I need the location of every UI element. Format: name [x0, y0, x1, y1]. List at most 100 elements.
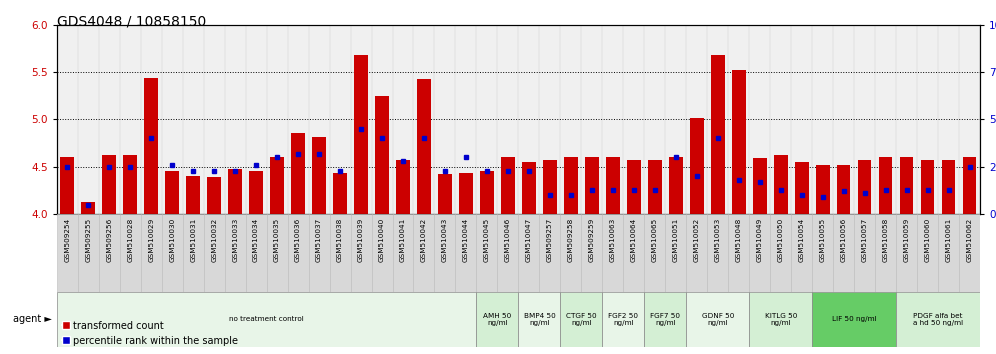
Bar: [267, 214, 288, 292]
Bar: [938, 214, 959, 292]
Text: GSM510052: GSM510052: [694, 218, 700, 262]
Text: GSM510044: GSM510044: [463, 218, 469, 262]
Text: GSM510051: GSM510051: [672, 218, 679, 262]
Text: GSM510042: GSM510042: [421, 218, 427, 262]
Text: GSM510053: GSM510053: [715, 218, 721, 262]
Bar: [351, 214, 372, 292]
Bar: [816, 165, 830, 214]
Text: GSM510058: GSM510058: [882, 218, 888, 262]
Bar: [855, 214, 875, 292]
Bar: [330, 214, 351, 292]
Bar: [161, 214, 182, 292]
Bar: [606, 157, 620, 214]
Text: GSM510030: GSM510030: [169, 218, 175, 262]
Bar: [603, 292, 644, 347]
Bar: [603, 214, 623, 292]
Legend: transformed count, percentile rank within the sample: transformed count, percentile rank withi…: [62, 321, 238, 346]
Text: GSM510035: GSM510035: [274, 218, 280, 262]
Bar: [627, 160, 640, 214]
Text: GSM510056: GSM510056: [841, 218, 847, 262]
Bar: [753, 158, 767, 214]
Bar: [144, 78, 158, 214]
Bar: [207, 177, 221, 214]
Bar: [728, 214, 749, 292]
Text: GSM510060: GSM510060: [924, 218, 930, 262]
Bar: [561, 292, 603, 347]
Bar: [896, 292, 980, 347]
Bar: [791, 214, 812, 292]
Text: GSM510047: GSM510047: [526, 218, 532, 262]
Text: FGF7 50
ng/ml: FGF7 50 ng/ml: [650, 313, 680, 326]
Bar: [749, 214, 770, 292]
Bar: [690, 118, 703, 214]
Bar: [585, 157, 599, 214]
Bar: [182, 214, 203, 292]
Bar: [417, 79, 431, 214]
Bar: [459, 172, 473, 214]
Bar: [543, 160, 557, 214]
Bar: [648, 160, 661, 214]
Bar: [623, 214, 644, 292]
Bar: [291, 133, 305, 214]
Bar: [140, 214, 161, 292]
Bar: [519, 292, 561, 347]
Text: AMH 50
ng/ml: AMH 50 ng/ml: [483, 313, 512, 326]
Bar: [392, 214, 413, 292]
Text: agent ►: agent ►: [13, 314, 52, 325]
Bar: [519, 214, 540, 292]
Bar: [61, 157, 74, 214]
Text: GSM510049: GSM510049: [757, 218, 763, 262]
Bar: [57, 214, 78, 292]
Text: GSM510050: GSM510050: [778, 218, 784, 262]
Text: GSM510064: GSM510064: [630, 218, 636, 262]
Text: GSM510031: GSM510031: [190, 218, 196, 262]
Bar: [561, 214, 582, 292]
Text: GSM510039: GSM510039: [358, 218, 365, 262]
Bar: [372, 214, 392, 292]
Text: GSM510043: GSM510043: [442, 218, 448, 262]
Bar: [834, 214, 855, 292]
Bar: [795, 162, 809, 214]
Text: GSM510045: GSM510045: [484, 218, 490, 262]
Bar: [749, 292, 812, 347]
Bar: [249, 171, 263, 214]
Text: GDS4048 / 10858150: GDS4048 / 10858150: [57, 14, 206, 28]
Bar: [875, 214, 896, 292]
Text: GSM510033: GSM510033: [232, 218, 238, 262]
Bar: [522, 162, 536, 214]
Bar: [334, 173, 347, 214]
Bar: [858, 160, 872, 214]
Bar: [228, 169, 242, 214]
Bar: [812, 292, 896, 347]
Bar: [665, 214, 686, 292]
Bar: [774, 155, 788, 214]
Text: GSM509254: GSM509254: [65, 218, 71, 262]
Bar: [396, 160, 409, 214]
Text: GSM510062: GSM510062: [966, 218, 972, 262]
Bar: [434, 214, 455, 292]
Bar: [899, 157, 913, 214]
Bar: [497, 214, 519, 292]
Text: GSM510028: GSM510028: [127, 218, 133, 262]
Bar: [837, 165, 851, 214]
Bar: [455, 214, 476, 292]
Text: GSM509258: GSM509258: [568, 218, 574, 262]
Text: no treatment control: no treatment control: [229, 316, 304, 322]
Bar: [896, 214, 917, 292]
Bar: [186, 176, 200, 214]
Bar: [288, 214, 309, 292]
Text: GSM509259: GSM509259: [589, 218, 595, 262]
Bar: [270, 157, 284, 214]
Text: CTGF 50
ng/ml: CTGF 50 ng/ml: [566, 313, 597, 326]
Bar: [99, 214, 120, 292]
Text: GDNF 50
ng/ml: GDNF 50 ng/ml: [701, 313, 734, 326]
Text: GSM510038: GSM510038: [337, 218, 343, 262]
Text: GSM510036: GSM510036: [295, 218, 301, 262]
Bar: [686, 214, 707, 292]
Bar: [438, 175, 452, 214]
Bar: [669, 157, 682, 214]
Bar: [732, 70, 746, 214]
Bar: [707, 214, 728, 292]
Bar: [770, 214, 791, 292]
Bar: [711, 55, 724, 214]
